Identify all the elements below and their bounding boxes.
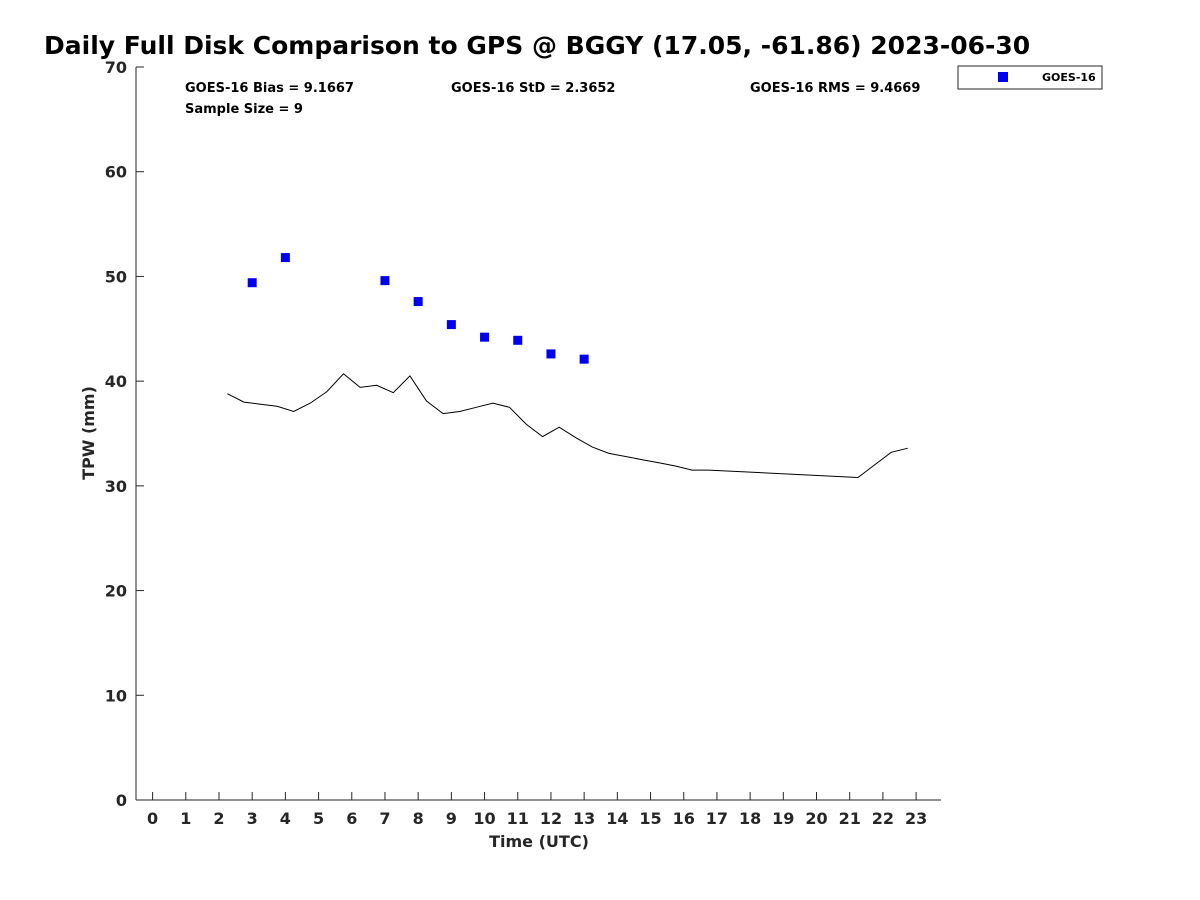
x-tick-label: 19 — [772, 809, 794, 828]
x-tick-label: 1 — [180, 809, 191, 828]
goes16-point — [480, 332, 490, 342]
y-tick-label: 10 — [105, 686, 127, 705]
rms-stat: GOES-16 RMS = 9.4669 — [750, 81, 920, 96]
x-tick-label: 23 — [905, 809, 927, 828]
x-tick-label: 3 — [247, 809, 258, 828]
x-axis-label: Time (UTC) — [489, 832, 589, 851]
y-tick-label: 40 — [105, 372, 127, 391]
x-tick-label: 11 — [507, 809, 529, 828]
x-tick-label: 16 — [673, 809, 695, 828]
x-tick-label: 21 — [839, 809, 861, 828]
x-tick-label: 8 — [413, 809, 424, 828]
x-tick-label: 10 — [473, 809, 495, 828]
x-tick-label: 5 — [313, 809, 324, 828]
goes16-point — [413, 297, 423, 307]
goes16-point — [513, 335, 523, 345]
goes16-point — [579, 354, 589, 364]
x-tick-label: 13 — [573, 809, 595, 828]
sample-size-stat: Sample Size = 9 — [185, 102, 303, 117]
x-tick-label: 9 — [446, 809, 457, 828]
x-tick-label: 4 — [280, 809, 291, 828]
y-axis-label: TPW (mm) — [79, 386, 98, 480]
x-tick-label: 7 — [379, 809, 390, 828]
x-tick-label: 20 — [805, 809, 827, 828]
gps-tpw-line — [227, 373, 908, 479]
y-tick-label: 70 — [105, 58, 127, 77]
legend-box — [957, 65, 1103, 90]
goes16-point — [446, 320, 456, 330]
x-tick-label: 2 — [213, 809, 224, 828]
goes16-point — [380, 276, 390, 286]
x-tick-label: 18 — [739, 809, 761, 828]
x-tick-label: 14 — [606, 809, 628, 828]
y-tick-label: 30 — [105, 477, 127, 496]
x-tick-label: 0 — [147, 809, 158, 828]
x-tick-label: 6 — [346, 809, 357, 828]
y-tick-label: 0 — [116, 791, 127, 810]
legend: GOES-16 — [957, 65, 1103, 90]
y-tick-label: 20 — [105, 582, 127, 601]
y-tick-label: 50 — [105, 267, 127, 286]
plot-area — [227, 253, 908, 479]
goes16-points — [247, 253, 589, 364]
std-stat: GOES-16 StD = 2.3652 — [451, 81, 615, 96]
stats-annotations: GOES-16 Bias = 9.1667 GOES-16 StD = 2.36… — [185, 81, 920, 117]
goes16-point — [280, 253, 290, 263]
x-tick-label: 15 — [639, 809, 661, 828]
legend-marker-goes16 — [998, 72, 1008, 82]
x-ticks: 0 1 2 3 4 5 6 7 8 9 10 11 12 13 14 15 16 17 18 19 20 21 22 23 — [147, 792, 927, 828]
y-ticks: 0 10 20 30 40 50 60 70 — [105, 58, 144, 810]
goes16-point — [247, 278, 257, 288]
x-tick-label: 12 — [540, 809, 562, 828]
legend-label-goes16: GOES-16 — [1042, 71, 1096, 84]
x-tick-label: 17 — [706, 809, 728, 828]
chart-title: Daily Full Disk Comparison to GPS @ BGGY… — [44, 31, 1030, 60]
y-tick-label: 60 — [105, 163, 127, 182]
goes16-point — [546, 349, 556, 359]
x-tick-label: 22 — [872, 809, 894, 828]
bias-stat: GOES-16 Bias = 9.1667 — [185, 81, 354, 96]
